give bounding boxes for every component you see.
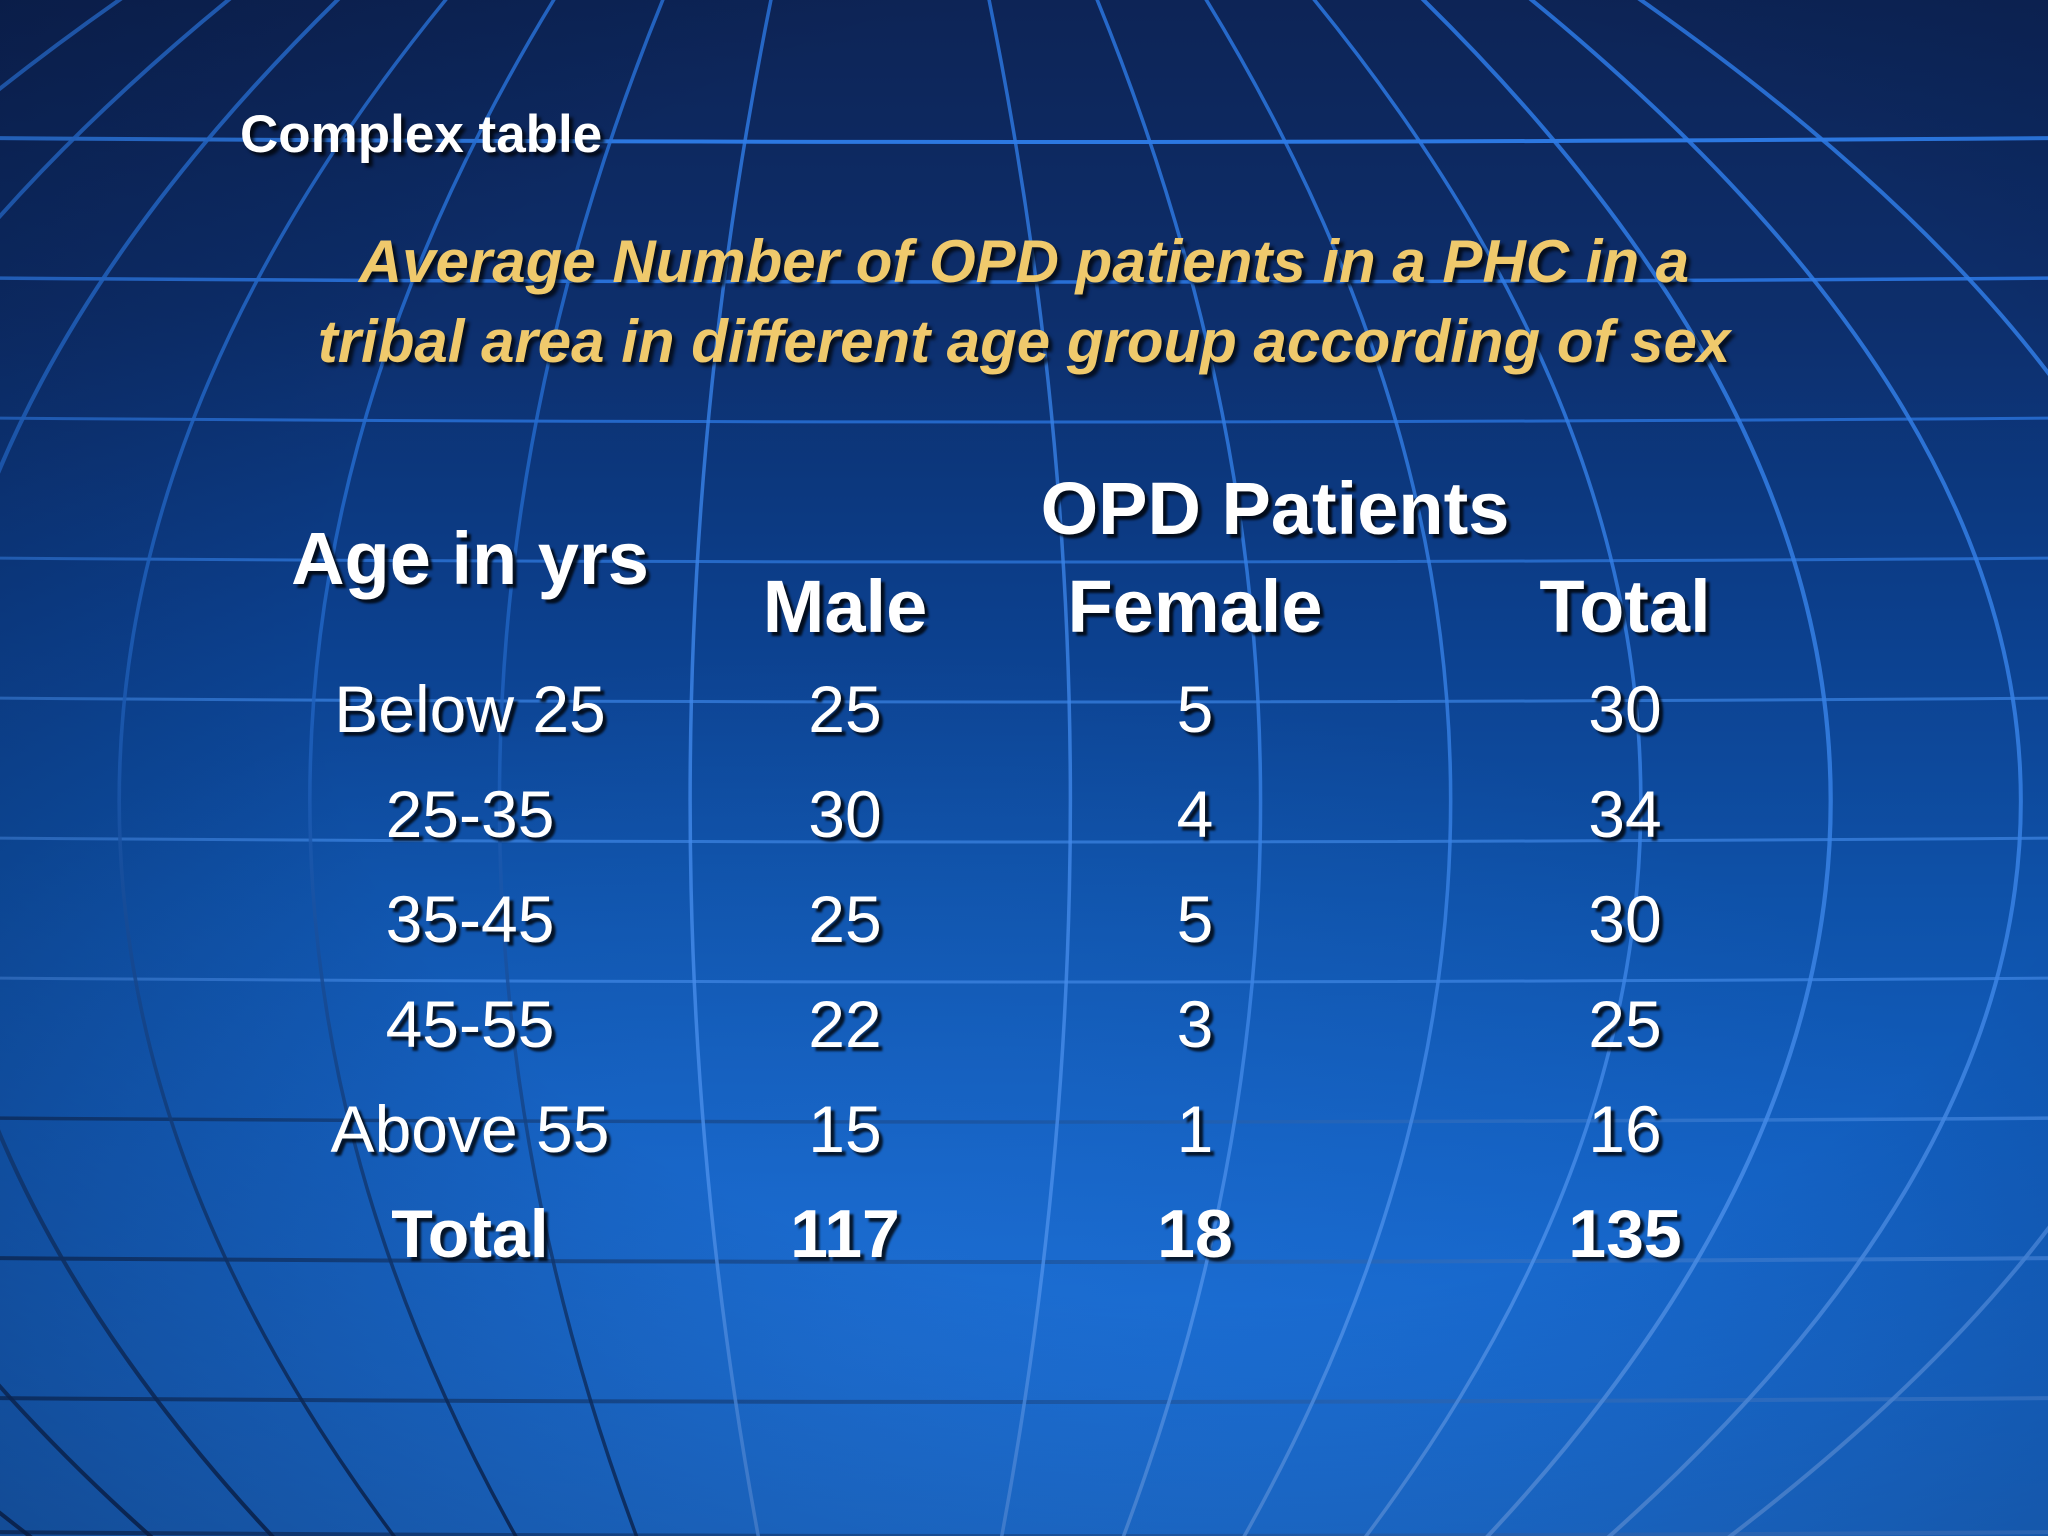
total-cell: 30 xyxy=(1588,671,1662,746)
age-cell: 35-45 xyxy=(385,881,555,956)
opd-patients-group-header: OPD Patients xyxy=(1040,466,1510,550)
total-female-cell: 18 xyxy=(1157,1195,1233,1272)
female-cell: 3 xyxy=(1176,986,1214,1061)
female-cell: 5 xyxy=(1176,671,1214,746)
male-cell: 15 xyxy=(808,1091,882,1166)
total-cell: 25 xyxy=(1588,986,1662,1061)
age-cell: Above 55 xyxy=(330,1091,610,1166)
total-male-cell: 117 xyxy=(790,1195,900,1272)
total-cell: 16 xyxy=(1588,1091,1662,1166)
female-cell: 4 xyxy=(1176,776,1214,851)
age-cell: 25-35 xyxy=(385,776,555,851)
slide-title-line1: Average Number of OPD patients in a PHC … xyxy=(358,228,1690,295)
female-cell: 5 xyxy=(1176,881,1214,956)
total-cell: 34 xyxy=(1588,776,1662,851)
slide-title: Average Number of OPD patients in a PHC … xyxy=(104,222,1944,382)
total-row-label: Total xyxy=(391,1195,549,1272)
slide-heading: Complex table xyxy=(240,105,603,164)
total-total-cell: 135 xyxy=(1568,1195,1682,1272)
age-cell: Below 25 xyxy=(334,671,606,746)
opd-patients-table: Age in yrs OPD Patients Male Female Tota… xyxy=(250,460,1860,1286)
slide-title-line2: tribal area in different age group accor… xyxy=(317,308,1731,375)
male-cell: 25 xyxy=(808,671,882,746)
age-column-header: Age in yrs xyxy=(291,516,649,600)
column-header-female: Female xyxy=(1067,564,1323,648)
male-cell: 22 xyxy=(808,986,882,1061)
total-cell: 30 xyxy=(1588,881,1662,956)
male-cell: 30 xyxy=(808,776,882,851)
column-header-male: Male xyxy=(762,564,928,648)
female-cell: 1 xyxy=(1176,1091,1214,1166)
age-cell: 45-55 xyxy=(385,986,555,1061)
male-cell: 25 xyxy=(808,881,882,956)
column-header-total: Total xyxy=(1539,564,1711,648)
